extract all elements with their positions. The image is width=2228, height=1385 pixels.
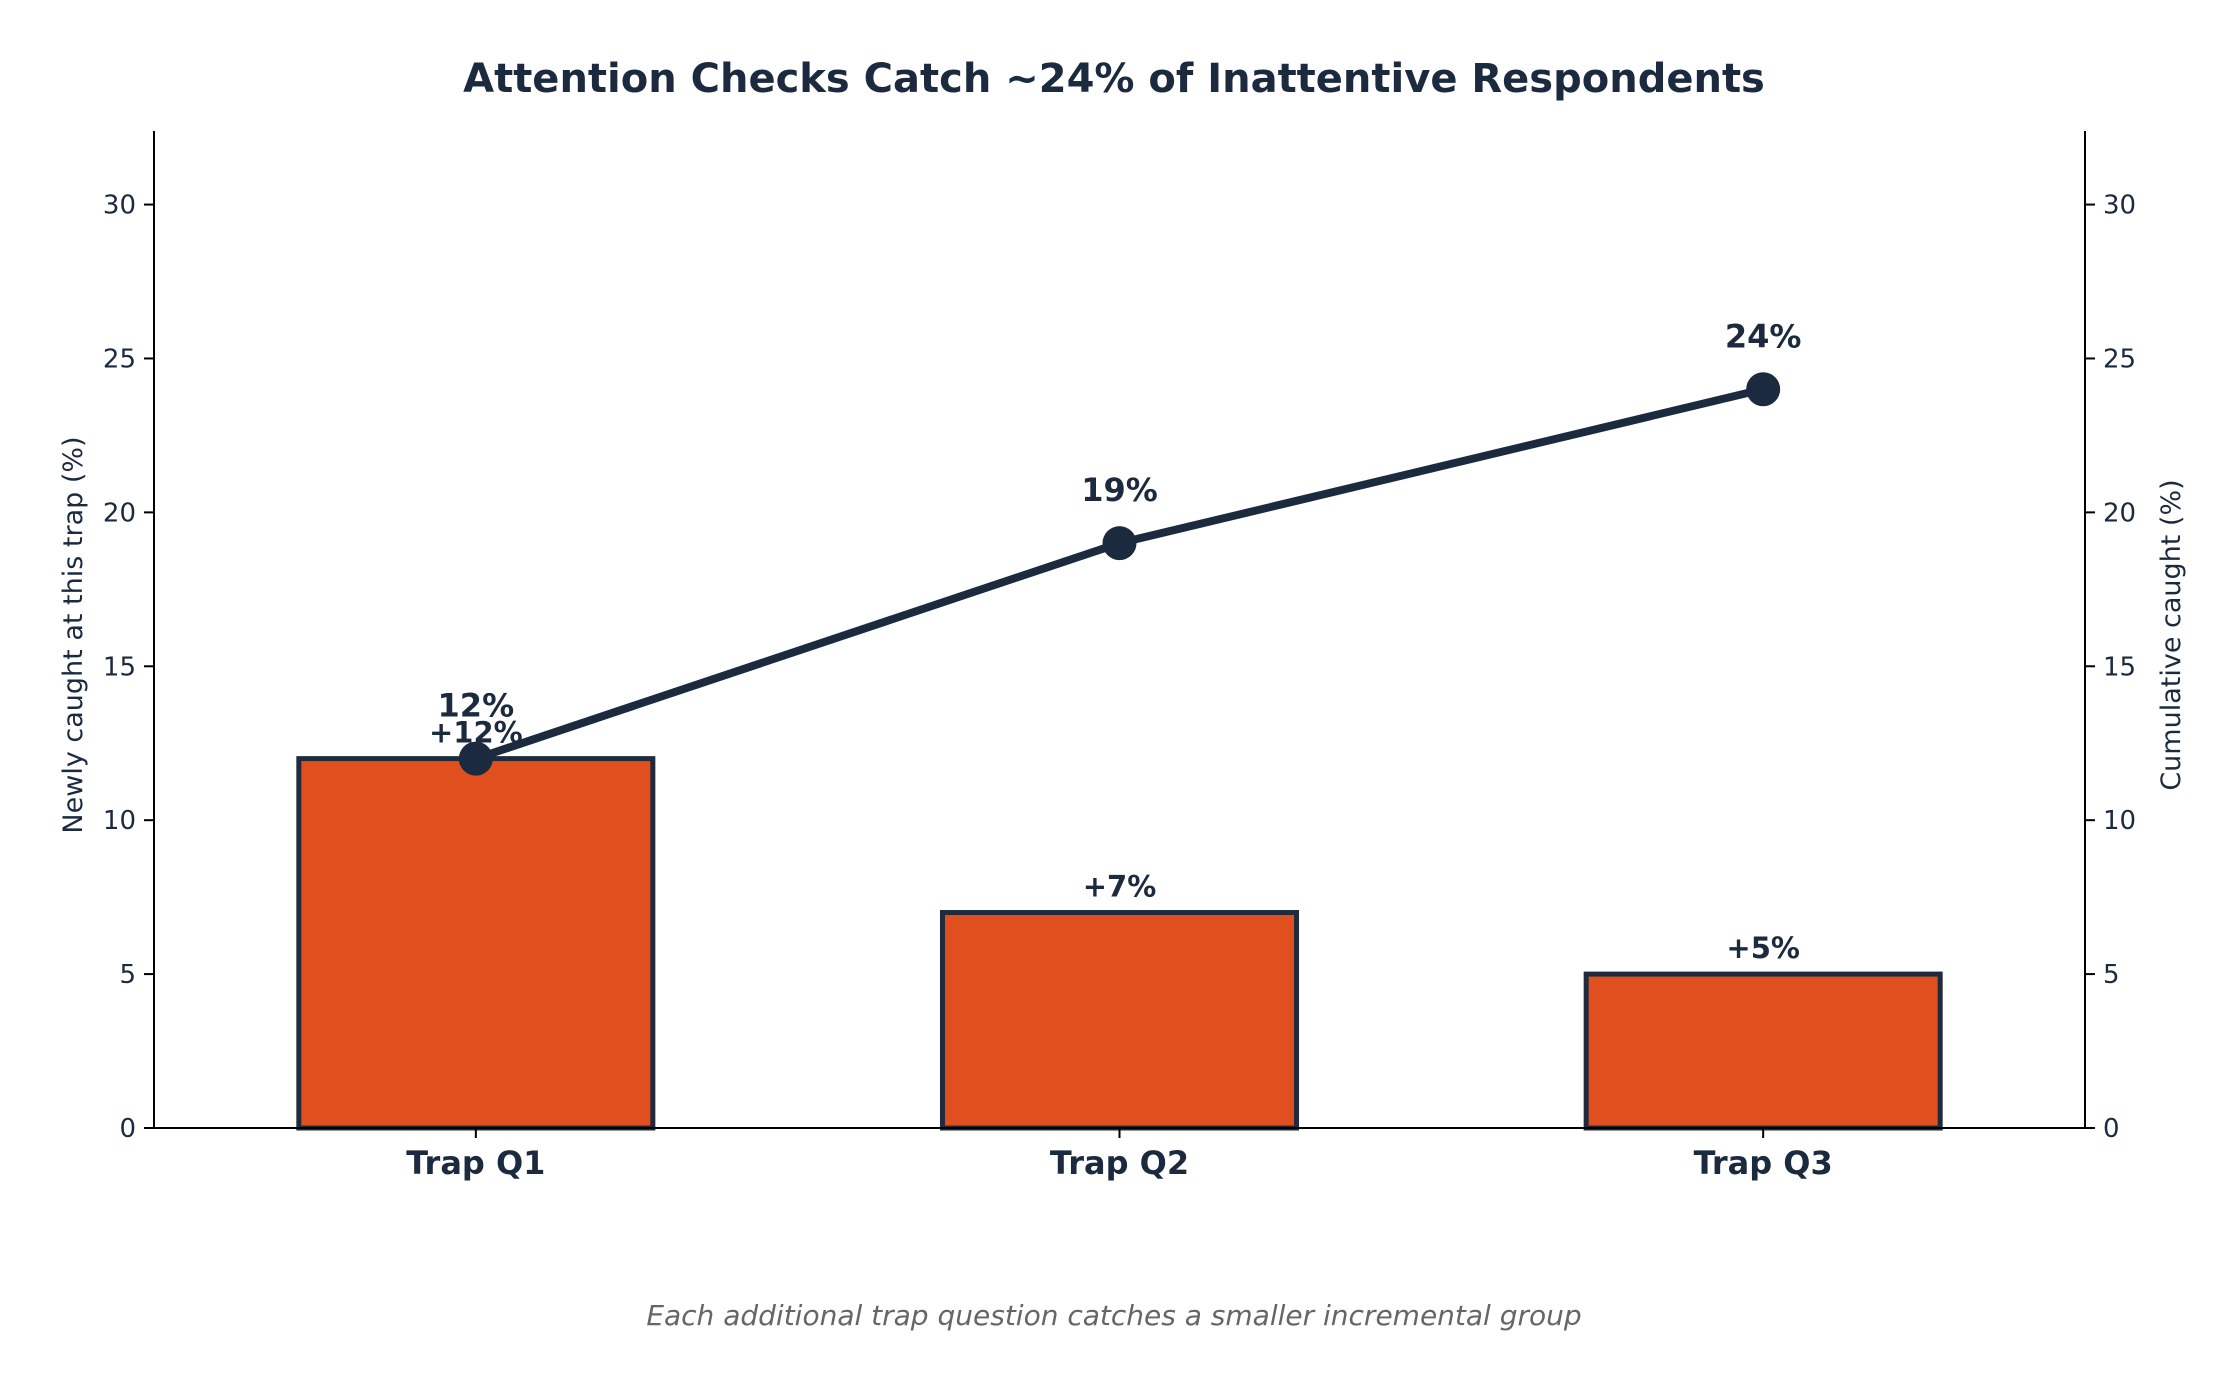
cumulative-value-label: 19% [1081,471,1158,509]
y-tick-label-right: 30 [2103,191,2136,221]
cumulative-point [1102,526,1137,561]
y-tick-label-left: 0 [119,1114,136,1144]
y-tick-label-right: 10 [2103,806,2136,836]
y-tick-label-left: 30 [103,191,136,221]
bar-value-label: +5% [1726,931,1800,965]
y-axis-label-right: Cumulative caught (%) [2156,479,2187,790]
y-tick-label-right: 0 [2103,1114,2120,1144]
x-tick-label: Trap Q1 [406,1144,545,1182]
cumulative-value-label: 24% [1725,317,1802,355]
bar-3 [1583,971,1943,1131]
y-tick-label-left: 25 [103,344,136,374]
cumulative-point [458,741,493,776]
bar-value-label: +12% [429,716,523,750]
bar-value-label: +7% [1083,870,1157,904]
y-axis-label-left: Newly caught at this trap (%) [58,436,89,833]
chart-title: Attention Checks Catch ~24% of Inattenti… [463,56,1765,102]
cumulative-line [474,385,1765,763]
y-tick-label-left: 10 [103,806,136,836]
cumulative-point [1746,372,1781,407]
y-tick-label-left: 15 [103,652,136,682]
y-tick-label-right: 20 [2103,498,2136,528]
bar-1 [296,756,656,1131]
cumulative-value-label: 12% [438,687,515,725]
x-tick-label: Trap Q2 [1050,1144,1189,1182]
y-tick-label-left: 5 [119,960,136,990]
y-tick-label-right: 25 [2103,344,2136,374]
y-tick-label-right: 5 [2103,960,2120,990]
y-tick-label-left: 20 [103,498,136,528]
bar-2 [939,910,1300,1131]
x-tick-label: Trap Q3 [1694,1144,1833,1182]
y-tick-label-right: 15 [2103,652,2136,682]
chart-caption: Each additional trap question catches a … [646,1299,1581,1332]
